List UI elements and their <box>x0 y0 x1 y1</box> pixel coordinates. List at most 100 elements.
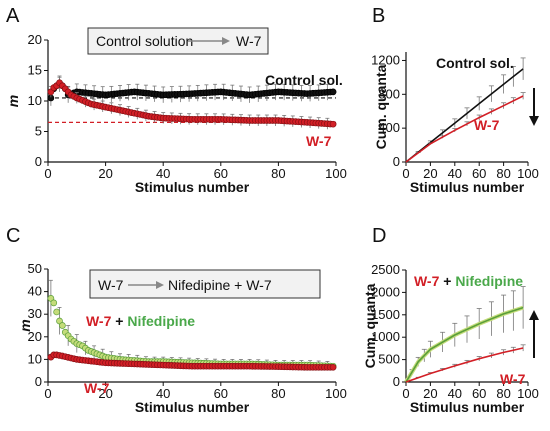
series-annotation: W-7 + Nifedipine <box>86 313 195 329</box>
y-tick-label: 30 <box>28 306 42 321</box>
x-tick-label: 100 <box>325 386 347 401</box>
panel-a: A 0 20 40 60 80 100 0 5 10 15 20 Stimulus number m Con… <box>5 5 347 195</box>
annotation-part: + <box>111 313 127 329</box>
x-tick-label: 40 <box>156 166 170 181</box>
y-tick-label: 800 <box>378 86 400 101</box>
series-line <box>405 95 524 163</box>
x-tick-label: 80 <box>271 166 285 181</box>
series-line <box>405 68 524 163</box>
x-axis-title: Stimulus number <box>135 399 250 415</box>
arrow-head <box>529 310 539 320</box>
condition-to-label: W-7 <box>236 33 262 49</box>
data-point <box>59 322 66 329</box>
annotation-part: W-7 <box>414 273 440 289</box>
right-arrow-icon <box>128 281 164 289</box>
x-tick-label: 100 <box>517 386 539 401</box>
series-annotation: W-7 <box>474 117 500 133</box>
x-tick-label: 100 <box>325 166 347 181</box>
data-point <box>329 363 337 371</box>
series-annotation: W-7 <box>500 371 526 387</box>
panel-letter: A <box>6 5 20 27</box>
annotation-part: Nifedipine <box>127 313 195 329</box>
arrow-head <box>222 37 230 45</box>
x-tick-label: 20 <box>423 166 437 181</box>
series-annotation: W-7 <box>84 380 110 396</box>
series-annotation: Control sol. <box>265 72 343 88</box>
y-axis-title: m <box>5 95 21 107</box>
y-tick-label: 1200 <box>371 52 400 67</box>
x-tick-label: 100 <box>517 166 539 181</box>
x-tick-label: 0 <box>402 166 409 181</box>
x-tick-label: 80 <box>271 386 285 401</box>
panel-c: C 0 20 40 60 80 100 0 10 20 30 40 50 Stimulus number m… <box>6 225 347 415</box>
y-tick-label: 20 <box>28 329 42 344</box>
data-point <box>53 308 60 316</box>
down-arrow-icon <box>529 88 539 126</box>
annotation-part: + <box>439 273 455 289</box>
arrow-head <box>156 281 164 289</box>
y-tick-label: 0 <box>393 374 400 389</box>
x-tick-label: 20 <box>98 386 112 401</box>
annotation-part: W-7 <box>86 313 112 329</box>
series-annotation: W-7 + Nifedipine <box>414 273 523 289</box>
x-tick-label: 0 <box>44 386 51 401</box>
y-tick-label: 500 <box>378 352 400 367</box>
y-axis-title: Cum. quanta <box>362 283 378 368</box>
arrow-head <box>529 116 539 126</box>
y-tick-label: 50 <box>28 261 42 276</box>
x-tick-label: 60 <box>214 386 228 401</box>
y-tick-label: 10 <box>28 351 42 366</box>
x-tick-label: 20 <box>98 166 112 181</box>
x-tick-label: 40 <box>156 386 170 401</box>
condition-from-label: W-7 <box>98 277 124 293</box>
data-point <box>329 88 337 96</box>
series-line <box>405 347 524 383</box>
panel-d: D0 20 40 60 80 10005001000150020002500Stimulu… <box>362 225 539 415</box>
up-arrow-icon <box>529 310 539 358</box>
y-axis-title: Cum. quanta <box>373 64 389 149</box>
x-tick-label: 20 <box>423 386 437 401</box>
y-tick-label: 20 <box>28 32 42 47</box>
condition-box <box>87 27 269 55</box>
x-tick-label: 0 <box>44 166 51 181</box>
x-axis-title: Stimulus number <box>135 179 250 195</box>
x-tick-label: 80 <box>496 166 510 181</box>
x-tick-label: 60 <box>472 166 486 181</box>
condition-box <box>89 269 321 299</box>
y-tick-label: 400 <box>378 120 400 135</box>
x-tick-label: 40 <box>448 386 462 401</box>
y-tick-label: 0 <box>393 154 400 169</box>
y-tick-label: 0 <box>35 374 42 389</box>
x-tick-label: 60 <box>472 386 486 401</box>
y-tick-label: 2500 <box>371 262 400 277</box>
x-tick-label: 40 <box>448 166 462 181</box>
condition-from-label: Control solution <box>96 33 193 49</box>
x-tick-label: 60 <box>214 166 228 181</box>
series-line <box>405 306 524 383</box>
y-tick-label: 1000 <box>371 329 400 344</box>
annotation-part: Nifedipine <box>455 273 523 289</box>
x-axis-title: Stimulus number <box>410 399 525 415</box>
x-axis-title: Stimulus number <box>410 179 525 195</box>
condition-to-label: Nifedipine + W-7 <box>168 277 272 293</box>
series-annotation: Control sol. <box>436 55 514 71</box>
y-axis-title: m <box>17 319 33 331</box>
y-tick-label: 10 <box>28 93 42 108</box>
panel-letter: B <box>372 5 385 27</box>
x-tick-label: 80 <box>496 386 510 401</box>
y-tick-label: 40 <box>28 284 42 299</box>
y-tick-label: 5 <box>35 124 42 139</box>
x-tick-label: 0 <box>402 386 409 401</box>
panel-b: B 0 20 40 60 80 100 0 400 800 1200 Stimulus number C… <box>371 5 539 195</box>
series-annotation: W-7 <box>306 133 332 149</box>
y-tick-label: 0 <box>35 154 42 169</box>
data-point <box>50 299 58 307</box>
y-tick-label: 1500 <box>371 307 400 322</box>
data-point <box>329 120 337 128</box>
y-tick-label: 15 <box>28 63 42 78</box>
panel-letter: C <box>6 225 20 247</box>
y-tick-label: 2000 <box>371 284 400 299</box>
right-arrow-icon <box>188 37 230 45</box>
panel-letter: D <box>372 225 386 247</box>
